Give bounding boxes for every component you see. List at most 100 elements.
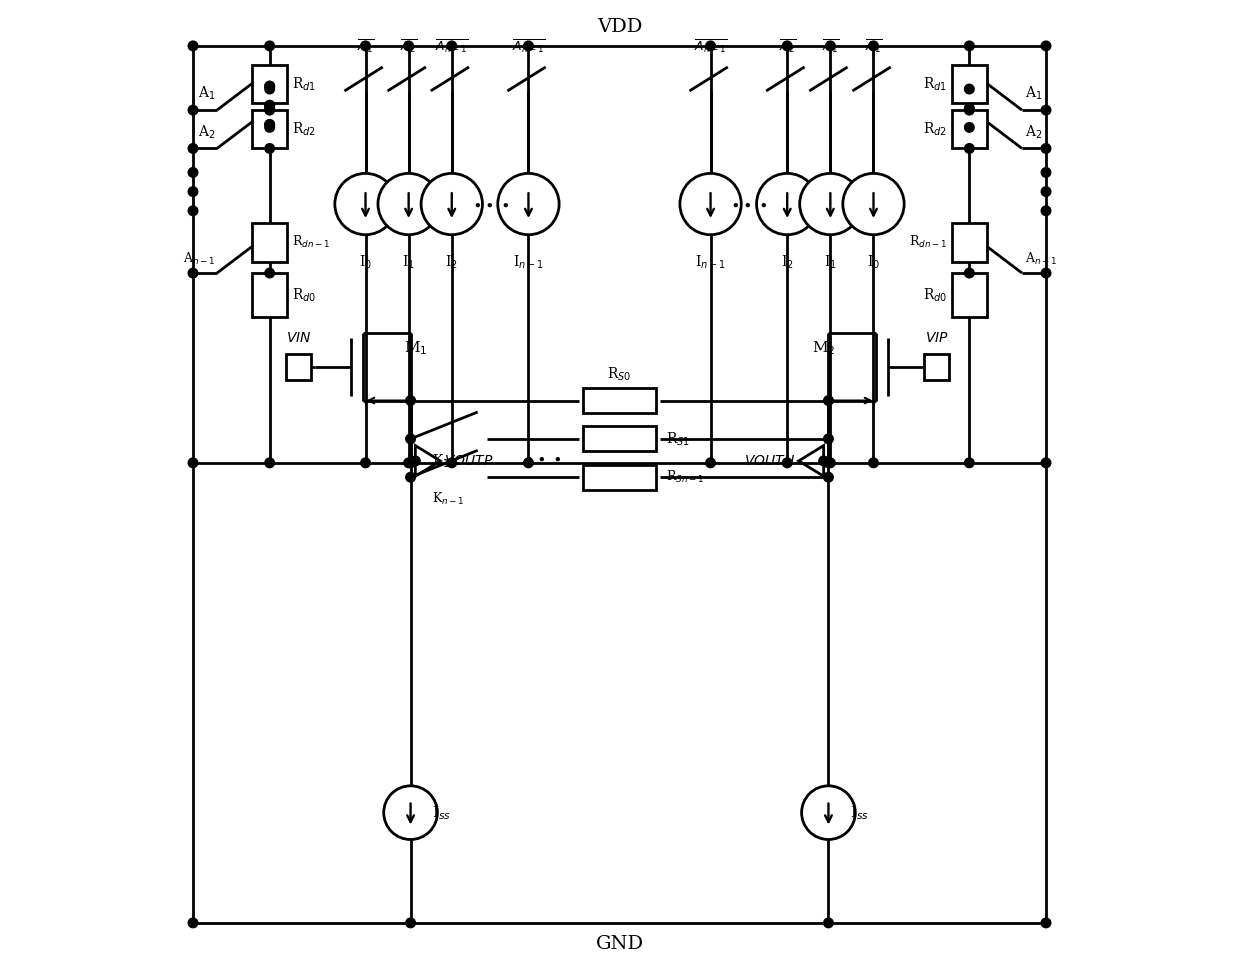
Circle shape	[1041, 168, 1051, 177]
Text: I$_0$: I$_0$	[359, 254, 372, 271]
Text: R$_{S0}$: R$_{S0}$	[607, 366, 632, 384]
Bar	[584, 426, 655, 451]
Circle shape	[188, 168, 198, 177]
Text: $\overline{A_{n-1}}$: $\overline{A_{n-1}}$	[694, 37, 727, 55]
Text: R$_{S1}$: R$_{S1}$	[665, 430, 690, 447]
Bar	[253, 273, 287, 317]
Circle shape	[824, 472, 834, 482]
Text: R$_{d2}$: R$_{d2}$	[923, 120, 948, 138]
Text: A$_1$: A$_1$	[197, 85, 216, 102]
Circle shape	[265, 100, 275, 110]
Circle shape	[1041, 144, 1051, 153]
Circle shape	[524, 41, 533, 51]
Bar	[584, 388, 655, 413]
Text: R$_{dn-1}$: R$_{dn-1}$	[909, 234, 948, 251]
Circle shape	[757, 174, 818, 234]
Text: I$_{ss}$: I$_{ss}$	[850, 804, 869, 821]
Circle shape	[405, 458, 415, 468]
Text: K$_{n-1}$: K$_{n-1}$	[431, 491, 465, 507]
Circle shape	[410, 456, 420, 466]
Circle shape	[405, 434, 415, 443]
Circle shape	[1041, 41, 1051, 51]
Text: R$_{d0}$: R$_{d0}$	[291, 286, 316, 304]
Circle shape	[706, 458, 715, 468]
Circle shape	[265, 122, 275, 132]
Circle shape	[869, 458, 878, 468]
Text: I$_{n-1}$: I$_{n-1}$	[513, 254, 544, 271]
Text: A$_2$: A$_2$	[197, 123, 216, 141]
Circle shape	[680, 174, 741, 234]
Bar	[253, 66, 287, 103]
Text: $\mathit{VOUTP}$: $\mathit{VOUTP}$	[444, 454, 493, 468]
Bar	[286, 354, 311, 381]
Text: $\bullet\bullet\bullet$: $\bullet\bullet\bullet$	[524, 450, 561, 466]
Circle shape	[188, 206, 198, 216]
Circle shape	[447, 458, 456, 468]
Circle shape	[265, 105, 275, 115]
Text: R$_{d2}$: R$_{d2}$	[291, 120, 316, 138]
Text: $\overline{A_2}$: $\overline{A_2}$	[400, 37, 418, 55]
Text: R$_{d1}$: R$_{d1}$	[291, 75, 316, 93]
Circle shape	[964, 84, 974, 94]
Text: $\overline{A_2}$: $\overline{A_2}$	[778, 37, 795, 55]
Text: $\overline{A_{n-1}}$: $\overline{A_{n-1}}$	[435, 37, 468, 55]
Circle shape	[964, 103, 974, 113]
Text: $\overline{A_1}$: $\overline{A_1}$	[821, 37, 839, 55]
Circle shape	[188, 268, 198, 278]
Circle shape	[824, 918, 834, 927]
Circle shape	[1041, 206, 1051, 216]
Text: M$_1$: M$_1$	[404, 339, 427, 358]
Text: I$_{ss}$: I$_{ss}$	[431, 804, 451, 821]
Text: R$_{dn-1}$: R$_{dn-1}$	[291, 234, 330, 251]
Circle shape	[964, 268, 974, 278]
Text: I$_1$: I$_1$	[403, 254, 415, 271]
Circle shape	[783, 458, 792, 468]
Text: I$_1$: I$_1$	[824, 254, 836, 271]
Circle shape	[843, 174, 904, 234]
Text: I$_2$: I$_2$	[781, 254, 794, 271]
Circle shape	[819, 456, 829, 466]
Text: R$_{d0}$: R$_{d0}$	[923, 286, 948, 304]
Circle shape	[384, 786, 437, 840]
Text: K$_1$: K$_1$	[431, 452, 450, 469]
Text: $\overline{A_1}$: $\overline{A_1}$	[357, 37, 374, 55]
Circle shape	[964, 105, 974, 115]
Bar	[924, 354, 949, 381]
Circle shape	[447, 41, 456, 51]
Circle shape	[265, 41, 275, 51]
Circle shape	[265, 103, 275, 113]
Bar	[584, 465, 655, 490]
Text: I$_{n-1}$: I$_{n-1}$	[695, 254, 726, 271]
Bar	[952, 224, 986, 261]
Circle shape	[188, 187, 198, 197]
Circle shape	[1041, 105, 1051, 115]
Text: M$_2$: M$_2$	[812, 339, 835, 358]
Circle shape	[1041, 458, 1051, 468]
Circle shape	[706, 41, 715, 51]
Text: $\mathit{VIN}$: $\mathit{VIN}$	[286, 331, 311, 345]
Circle shape	[265, 81, 275, 91]
Text: $\bullet\bullet\bullet$: $\bullet\bullet\bullet$	[730, 197, 767, 211]
Text: R$_{Sn-1}$: R$_{Sn-1}$	[665, 469, 704, 485]
Circle shape	[265, 458, 275, 468]
Circle shape	[265, 144, 275, 153]
Text: GND: GND	[596, 935, 643, 953]
Circle shape	[188, 105, 198, 115]
Text: $\mathit{VOUTN}$: $\mathit{VOUTN}$	[743, 454, 795, 468]
Text: VDD: VDD	[597, 17, 642, 36]
Circle shape	[824, 396, 834, 405]
Circle shape	[405, 472, 415, 482]
Circle shape	[802, 786, 855, 840]
Circle shape	[378, 174, 440, 234]
Circle shape	[188, 41, 198, 51]
Text: $\overline{A_1}$: $\overline{A_1}$	[865, 37, 882, 55]
Text: R$_{d1}$: R$_{d1}$	[923, 75, 948, 93]
Circle shape	[825, 41, 835, 51]
Circle shape	[869, 41, 878, 51]
Text: A$_2$: A$_2$	[1025, 123, 1042, 141]
Circle shape	[361, 458, 370, 468]
Circle shape	[405, 918, 415, 927]
Circle shape	[964, 122, 974, 132]
Circle shape	[188, 144, 198, 153]
Circle shape	[265, 268, 275, 278]
